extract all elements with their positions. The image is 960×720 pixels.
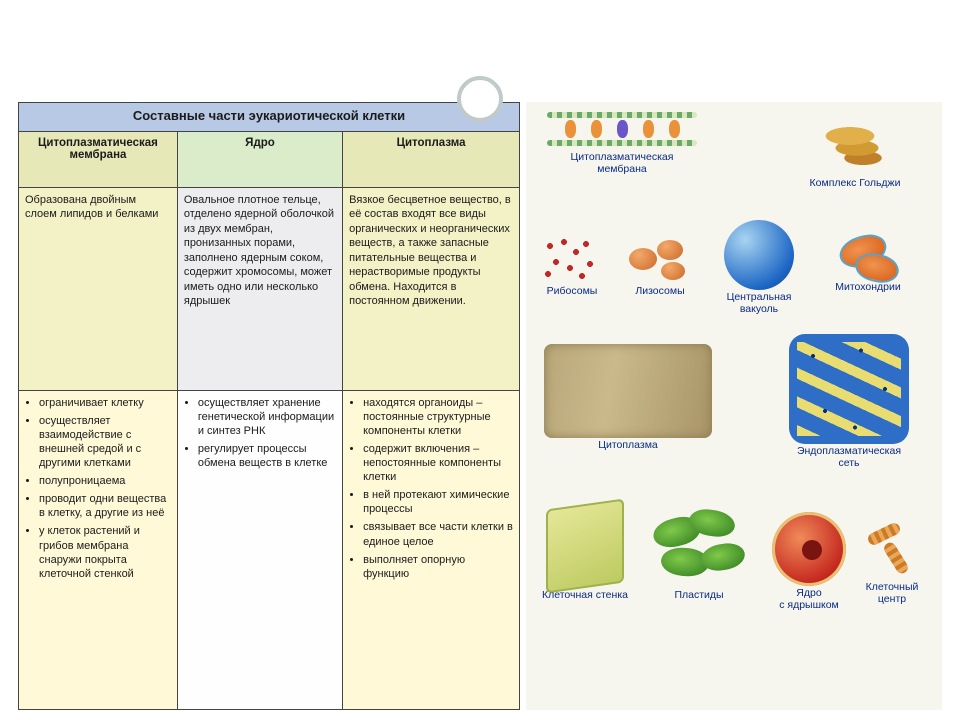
bullet: осуществляет взаимодействие с внешней ср… bbox=[39, 414, 171, 470]
org-nucleus: Ядрос ядрышком bbox=[762, 512, 856, 611]
bullet: осуществляет хранение генетической инфор… bbox=[198, 396, 336, 438]
col-membrane: Цитоплазматическая мембрана bbox=[19, 132, 178, 188]
bullets-nucleus: осуществляет хранение генетической инфор… bbox=[177, 390, 342, 709]
bullet: у клеток растений и грибов мембрана снар… bbox=[39, 524, 171, 580]
org-cellwall: Клеточная стенка bbox=[530, 504, 640, 602]
er-icon bbox=[789, 334, 909, 444]
bullet: ограничивает клетку bbox=[39, 396, 171, 410]
plastids-icon bbox=[651, 510, 747, 588]
label: Эндоплазматическаясеть bbox=[797, 446, 901, 469]
label: Рибосомы bbox=[547, 286, 598, 298]
bullet: полупроницаема bbox=[39, 474, 171, 488]
label: Цитоплазматическаямембрана bbox=[571, 152, 674, 175]
col-nucleus: Ядро bbox=[177, 132, 342, 188]
bullet: находятся органоиды – постоянные структу… bbox=[363, 396, 513, 438]
bullet: в ней протекают химические процессы bbox=[363, 488, 513, 516]
org-cytoplasm: Цитоплазма bbox=[540, 344, 716, 452]
label: Ядрос ядрышком bbox=[779, 588, 839, 611]
org-vacuole: Центральнаявакуоль bbox=[712, 220, 806, 315]
bullets-membrane: ограничивает клетку осуществляет взаимод… bbox=[19, 390, 178, 709]
bullet: проводит одни вещества в клетку, а други… bbox=[39, 492, 171, 520]
desc-membrane: Образована двойным слоем липидов и белка… bbox=[19, 187, 178, 390]
desc-nucleus: Овальное плотное тельце, отделено ядерно… bbox=[177, 187, 342, 390]
org-centrosome: Клеточныйцентр bbox=[860, 520, 924, 605]
desc-cytoplasm: Вязкое бесцветное вещество, в её состав … bbox=[343, 187, 520, 390]
mitochondria-icon bbox=[837, 232, 899, 280]
cytoplasm-icon bbox=[544, 344, 712, 438]
label: Цитоплазма bbox=[598, 440, 658, 452]
bullet: регулирует процессы обмена веществ в кле… bbox=[198, 442, 336, 470]
centrosome-icon bbox=[867, 520, 917, 580]
label: Лизосомы bbox=[635, 286, 684, 298]
bullet: выполняет опорную функцию bbox=[363, 553, 513, 581]
content-row: Составные части эукариотической клетки Ц… bbox=[18, 102, 942, 710]
organelle-diagram: Цитоплазматическаямембрана Комплекс Голь… bbox=[526, 102, 942, 710]
org-golgi: Комплекс Гольджи bbox=[790, 104, 920, 190]
org-lysosomes: Лизосомы bbox=[618, 234, 702, 298]
decorative-circle bbox=[457, 76, 503, 122]
page: Составные части эукариотической клетки Ц… bbox=[0, 0, 960, 720]
cell-parts-table: Составные части эукариотической клетки Ц… bbox=[18, 102, 520, 710]
membrane-icon bbox=[547, 108, 697, 150]
label: Митохондрии bbox=[835, 282, 901, 294]
bullets-cytoplasm: находятся органоиды – постоянные структу… bbox=[343, 390, 520, 709]
org-er: Эндоплазматическаясеть bbox=[782, 334, 916, 469]
col-cytoplasm: Цитоплазма bbox=[343, 132, 520, 188]
org-membrane: Цитоплазматическаямембрана bbox=[542, 108, 702, 175]
bullet: связывает все части клетки в единое цело… bbox=[363, 520, 513, 548]
cellwall-icon bbox=[546, 504, 624, 588]
vacuole-icon bbox=[724, 220, 794, 290]
org-mitochondria: Митохондрии bbox=[822, 232, 914, 294]
bullet: содержит включения – непостоянные компон… bbox=[363, 442, 513, 484]
lysosomes-icon bbox=[625, 234, 695, 284]
ribosomes-icon bbox=[540, 234, 604, 284]
org-ribosomes: Рибосомы bbox=[532, 234, 612, 298]
golgi-icon bbox=[805, 104, 905, 176]
label: Пластиды bbox=[674, 590, 723, 602]
org-plastids: Пластиды bbox=[644, 510, 754, 602]
nucleus-icon bbox=[772, 512, 846, 586]
label: Комплекс Гольджи bbox=[810, 178, 901, 190]
table-title: Составные части эукариотической клетки bbox=[19, 103, 520, 132]
label: Центральнаявакуоль bbox=[727, 292, 792, 315]
label: Клеточныйцентр bbox=[866, 582, 919, 605]
